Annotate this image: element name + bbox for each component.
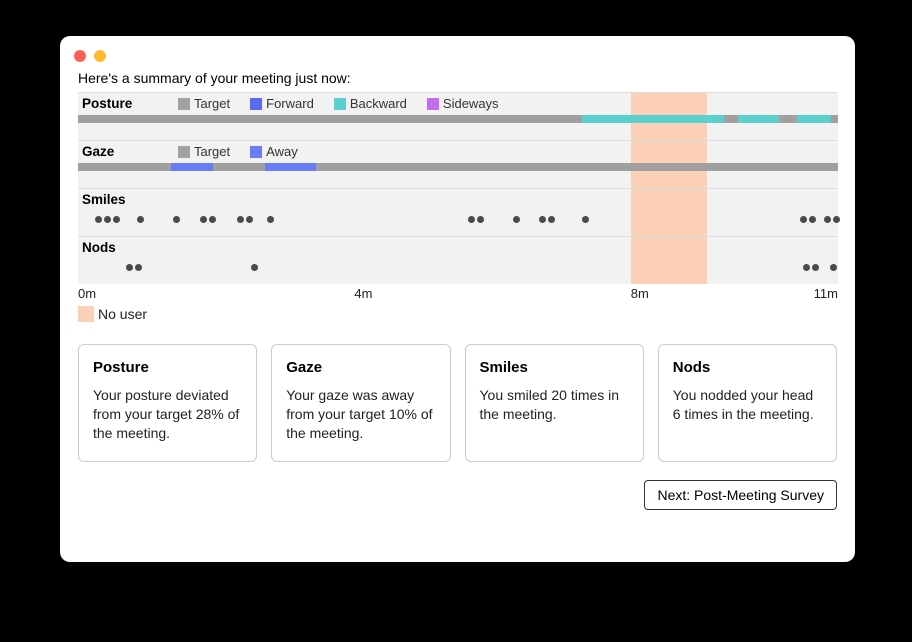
event-dot	[104, 216, 111, 223]
card-title: Posture	[93, 359, 242, 376]
legend-swatch	[250, 98, 262, 110]
legend-label: Target	[194, 96, 230, 111]
summary-card: Nods You nodded your head 6 times in the …	[658, 344, 837, 462]
event-dot	[824, 216, 831, 223]
legend-swatch	[250, 146, 262, 158]
card-text: Your posture deviated from your target 2…	[93, 386, 242, 443]
footer: Next: Post-Meeting Survey	[78, 480, 837, 510]
legend-posture: Target Forward Backward Sideways	[178, 96, 499, 111]
event-dot	[95, 216, 102, 223]
axis-tick: 4m	[354, 286, 372, 301]
legend-swatch	[178, 98, 190, 110]
event-dot	[137, 216, 144, 223]
timeline-chart: Posture Target Forward Backward Sideways Gaze…	[78, 92, 838, 284]
event-dot	[113, 216, 120, 223]
summary-cards: Posture Your posture deviated from your t…	[78, 344, 837, 462]
segment	[797, 115, 832, 123]
legend-item: Forward	[250, 96, 314, 111]
legend-label: Sideways	[443, 96, 499, 111]
axis-tick: 8m	[631, 286, 649, 301]
summary-card: Gaze Your gaze was away from your target …	[271, 344, 450, 462]
card-text: You nodded your head 6 times in the meet…	[673, 386, 822, 424]
minimize-icon[interactable]	[94, 50, 106, 62]
legend-label: Away	[266, 144, 298, 159]
legend-item: Target	[178, 96, 230, 111]
next-button[interactable]: Next: Post-Meeting Survey	[644, 480, 837, 510]
legend-swatch	[334, 98, 346, 110]
segment	[171, 163, 212, 171]
close-icon[interactable]	[74, 50, 86, 62]
event-dot	[173, 216, 180, 223]
legend-swatch	[427, 98, 439, 110]
event-dot	[830, 264, 837, 271]
content-area: Here's a summary of your meeting just no…	[60, 70, 855, 528]
event-dot	[800, 216, 807, 223]
window-traffic-lights	[74, 50, 106, 62]
track-label-gaze: Gaze	[82, 144, 114, 159]
event-dot	[200, 216, 207, 223]
legend-item: Sideways	[427, 96, 499, 111]
event-dot	[548, 216, 555, 223]
track-gaze: Gaze Target Away	[78, 140, 838, 188]
card-title: Gaze	[286, 359, 435, 376]
event-dot	[209, 216, 216, 223]
legend-item: Target	[178, 144, 230, 159]
track-smiles: Smiles	[78, 188, 838, 236]
event-dot	[812, 264, 819, 271]
track-bar-posture	[78, 115, 838, 123]
segment	[265, 163, 317, 171]
segment	[738, 115, 779, 123]
summary-heading: Here's a summary of your meeting just no…	[78, 70, 837, 86]
legend-swatch	[178, 146, 190, 158]
event-dot	[251, 264, 258, 271]
legend-label: Target	[194, 144, 230, 159]
track-nods: Nods	[78, 236, 838, 284]
event-dot	[539, 216, 546, 223]
track-label-posture: Posture	[82, 96, 132, 111]
axis-tick: 11m	[814, 286, 838, 301]
summary-card: Posture Your posture deviated from your t…	[78, 344, 257, 462]
summary-card: Smiles You smiled 20 times in the meeting…	[465, 344, 644, 462]
event-dot	[803, 264, 810, 271]
event-dot	[267, 216, 274, 223]
nouser-legend: No user	[78, 306, 837, 322]
app-window: Here's a summary of your meeting just no…	[60, 36, 855, 562]
event-dot	[135, 264, 142, 271]
legend-item: Away	[250, 144, 298, 159]
card-text: You smiled 20 times in the meeting.	[480, 386, 629, 424]
card-text: Your gaze was away from your target 10% …	[286, 386, 435, 443]
legend-item: Backward	[334, 96, 407, 111]
event-dot	[126, 264, 133, 271]
event-dot	[833, 216, 840, 223]
dots-area-nods	[78, 237, 838, 284]
event-dot	[477, 216, 484, 223]
legend-label: Backward	[350, 96, 407, 111]
axis-tick: 0m	[78, 286, 96, 301]
event-dot	[237, 216, 244, 223]
dots-area-smiles	[78, 189, 838, 236]
nouser-legend-label: No user	[98, 306, 147, 322]
event-dot	[809, 216, 816, 223]
event-dot	[468, 216, 475, 223]
segment	[582, 115, 724, 123]
nouser-swatch	[78, 306, 94, 322]
timeline-axis: 0m 4m 8m 11m	[78, 284, 838, 304]
card-title: Nods	[673, 359, 822, 376]
legend-gaze: Target Away	[178, 144, 298, 159]
card-title: Smiles	[480, 359, 629, 376]
event-dot	[246, 216, 253, 223]
legend-label: Forward	[266, 96, 314, 111]
event-dot	[582, 216, 589, 223]
track-bar-gaze	[78, 163, 838, 171]
event-dot	[513, 216, 520, 223]
track-posture: Posture Target Forward Backward Sideways	[78, 92, 838, 140]
